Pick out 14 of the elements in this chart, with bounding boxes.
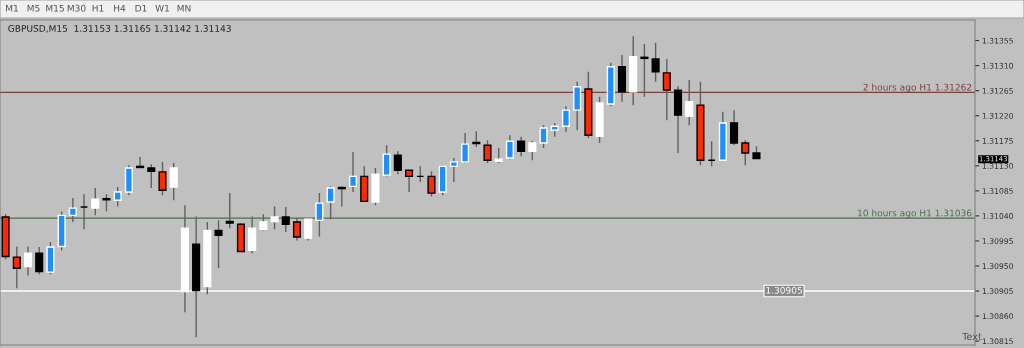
chart-title: GBPUSD,M15 1.31153 1.31165 1.31142 1.31143 [8, 25, 231, 33]
ref-line-label: 10 hours ago H1 1.31036 [858, 209, 972, 219]
text: M15 [46, 4, 64, 12]
text: H1 [92, 4, 104, 12]
text: M5 [27, 4, 40, 12]
text: H4 [114, 4, 126, 12]
annotation: Text [962, 332, 982, 341]
text: M1 [6, 4, 18, 12]
text: MN [177, 4, 191, 12]
text: W1 [155, 4, 169, 12]
text: D1 [135, 4, 147, 12]
text: M30 [67, 4, 86, 12]
ref-line-label: 1.30905 [766, 286, 802, 294]
ref-line-label: 2 hours ago H1 1.31262 [863, 83, 972, 93]
